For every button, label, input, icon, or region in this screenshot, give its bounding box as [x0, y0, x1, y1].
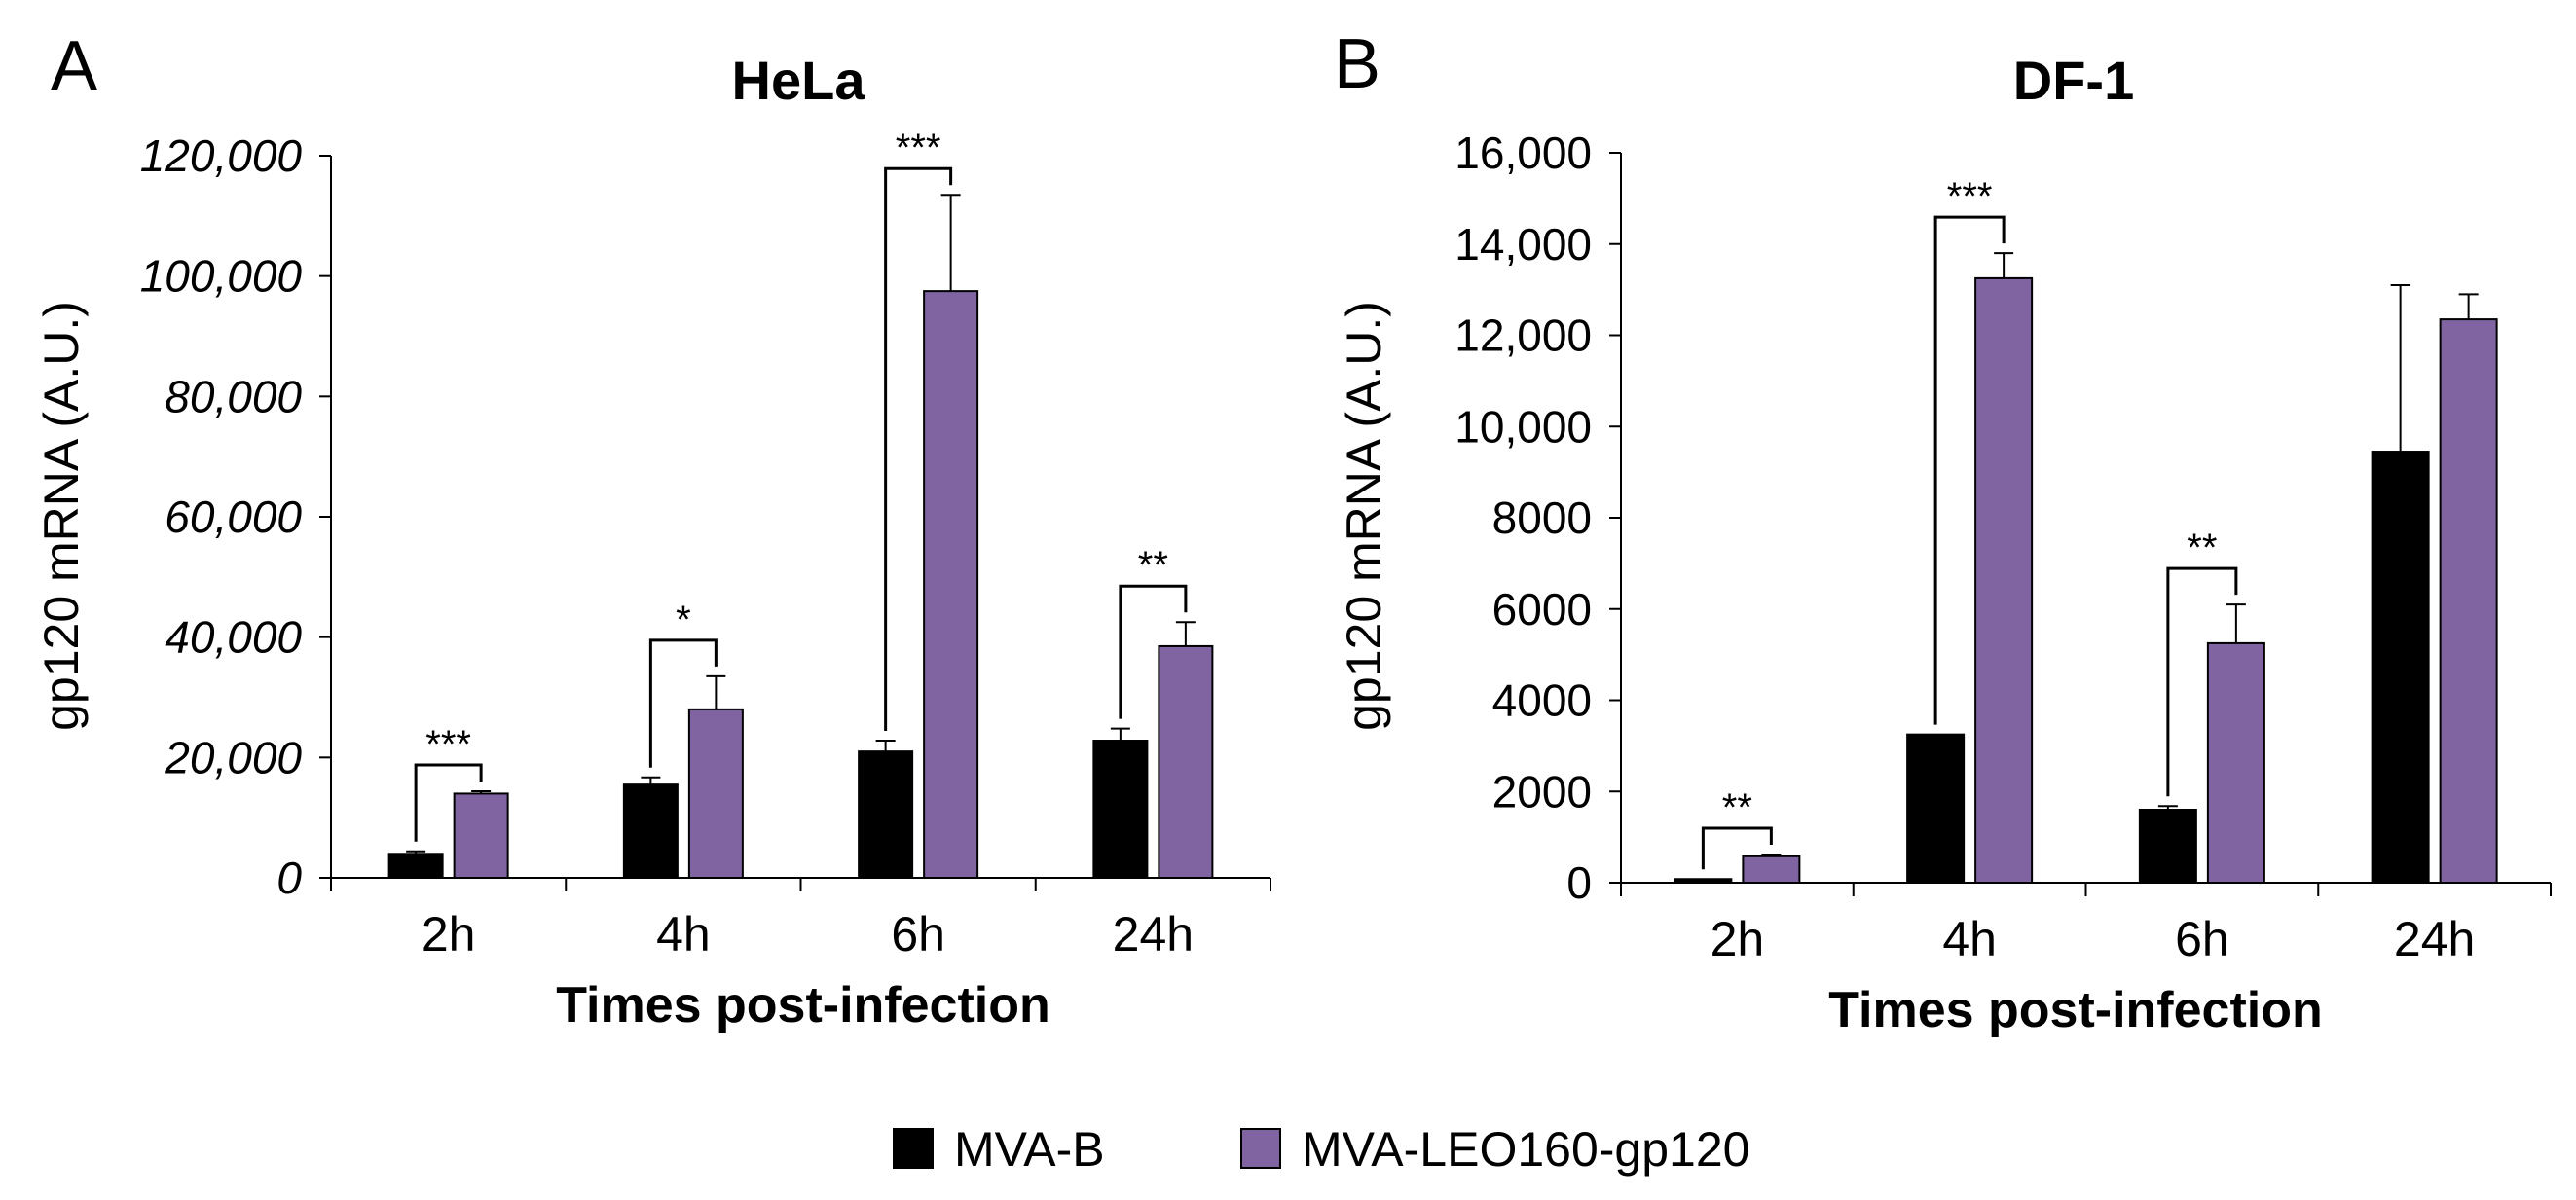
panel-a-y-tick-label: 60,000 [165, 491, 302, 542]
panel-b-y-axis-label: gp120 mRNA (A.U.) [1337, 301, 1391, 731]
panel-a-significance-bracket-4h [648, 638, 718, 768]
panel-a-y-tick-label: 120,000 [140, 130, 303, 181]
panel-a-hela-chart: A HeLa gp120 mRNA (A.U.) Times post-infe… [34, 27, 1271, 1034]
panel-b-df1-chart: B DF-1 gp120 mRNA (A.U.) Times post-infe… [1334, 25, 2552, 1038]
panel-a-x-tick-label-4h: 4h [656, 907, 711, 962]
panel-b-title: DF-1 [2013, 50, 2134, 111]
panel-b-x-tick-label-6h: 6h [2175, 912, 2229, 966]
panel-b-significance-bracket-2h [1701, 826, 1773, 870]
panel-b-significance-bracket-6h [2166, 566, 2238, 797]
panel-a-bar-mva-leo160-gp120-2h [453, 792, 509, 880]
panel-b-significance-label-2h: ** [1722, 786, 1752, 829]
panel-a-y-tick-label: 40,000 [165, 612, 302, 663]
panel-a-bar-mva-b-6h [858, 750, 914, 880]
panel-a-bar-mva-leo160-gp120-24h [1158, 644, 1214, 879]
panel-b-bar-mva-leo160-gp120-2h [1742, 855, 1801, 884]
legend-swatch-mva-b [893, 1128, 934, 1169]
panel-a-y-axis-label: gp120 mRNA (A.U.) [34, 301, 89, 731]
panel-b-y-tick-label: 6000 [1492, 584, 1592, 635]
panel-b-significance-bracket-4h [1933, 215, 2006, 725]
panel-a-significance-label-24h: ** [1138, 544, 1168, 587]
panel-a-y-tick-label: 0 [276, 853, 302, 903]
legend-label-mva-leo160-gp120: MVA-LEO160-gp120 [1302, 1122, 1749, 1177]
panel-a-significance-label-6h: *** [896, 127, 941, 169]
legend-swatch-mva-leo160-gp120 [1240, 1128, 1281, 1169]
panel-a-significance-bracket-24h [1119, 584, 1188, 719]
panel-a-significance-label-4h: * [676, 599, 691, 641]
panel-b-bar-mva-leo160-gp120-6h [2206, 641, 2265, 884]
panel-b-bar-mva-leo160-gp120-24h [2439, 318, 2498, 884]
panel-a-bar-mva-b-24h [1092, 740, 1149, 880]
panel-a-bar-mva-b-2h [387, 853, 444, 879]
panel-a-significance-bracket-6h [884, 166, 953, 732]
legend-label-mva-b: MVA-B [954, 1122, 1105, 1177]
panel-b-x-tick-label-4h: 4h [1942, 912, 1997, 966]
panel-b-letter: B [1334, 25, 1380, 103]
legend: MVA-B MVA-LEO160-gp120 [893, 1122, 1749, 1177]
panel-b-axes: 0 2000 4000 6000 8000 10,000 12,000 14,000 16,00… [1454, 127, 2552, 966]
panel-b-y-tick-label: 10,000 [1454, 401, 1592, 452]
panel-b-x-tick-label-24h: 24h [2394, 912, 2475, 966]
panel-a-bar-mva-leo160-gp120-6h [923, 290, 979, 879]
panel-b-bar-mva-b-24h [2371, 451, 2430, 884]
panel-b-bar-mva-b-6h [2138, 809, 2197, 884]
panel-a-x-tick-label-24h: 24h [1113, 907, 1194, 962]
panel-a-bar-mva-b-4h [622, 783, 679, 879]
panel-a-bars: ********* [387, 127, 1214, 880]
panel-a-axes: 0 20,000 40,000 60,000 80,000 100,000 120,000 2… [140, 130, 1271, 962]
panel-b-y-tick-label: 14,000 [1454, 219, 1592, 270]
panel-a-letter: A [51, 27, 97, 105]
panel-b-y-tick-label: 0 [1566, 857, 1592, 908]
panel-b-y-tick-label: 2000 [1492, 766, 1592, 817]
panel-a-x-tick-label-2h: 2h [422, 907, 476, 962]
panel-b-bar-mva-b-2h [1674, 878, 1733, 884]
panel-a-y-tick-label: 80,000 [165, 371, 302, 421]
panel-b-significance-label-4h: *** [1947, 175, 1993, 218]
panel-b-significance-label-6h: ** [2187, 527, 2217, 569]
panel-b-x-axis-label: Times post-infection [1828, 982, 2323, 1038]
panel-a-y-tick-label: 100,000 [140, 251, 303, 302]
panel-a-title: HeLa [732, 50, 866, 111]
panel-b-y-tick-label: 16,000 [1454, 127, 1592, 178]
panel-b-x-tick-label-2h: 2h [1711, 912, 1765, 966]
panel-b-y-tick-label: 4000 [1492, 675, 1592, 726]
panel-a-x-tick-label-6h: 6h [891, 907, 945, 962]
panel-b-y-tick-label: 8000 [1492, 492, 1592, 543]
panel-b-y-tick-label: 12,000 [1454, 310, 1592, 361]
panel-b-bar-mva-b-4h [1906, 733, 1966, 884]
panel-b-bars: ******* [1674, 175, 2498, 884]
panel-b-bar-mva-leo160-gp120-4h [1974, 276, 2034, 884]
panel-a-x-axis-label: Times post-infection [556, 977, 1050, 1034]
panel-a-significance-bracket-2h [414, 763, 483, 842]
panel-a-bar-mva-leo160-gp120-4h [687, 708, 744, 879]
panel-a-significance-label-2h: *** [425, 723, 471, 766]
panel-a-y-tick-label: 20,000 [164, 732, 302, 782]
